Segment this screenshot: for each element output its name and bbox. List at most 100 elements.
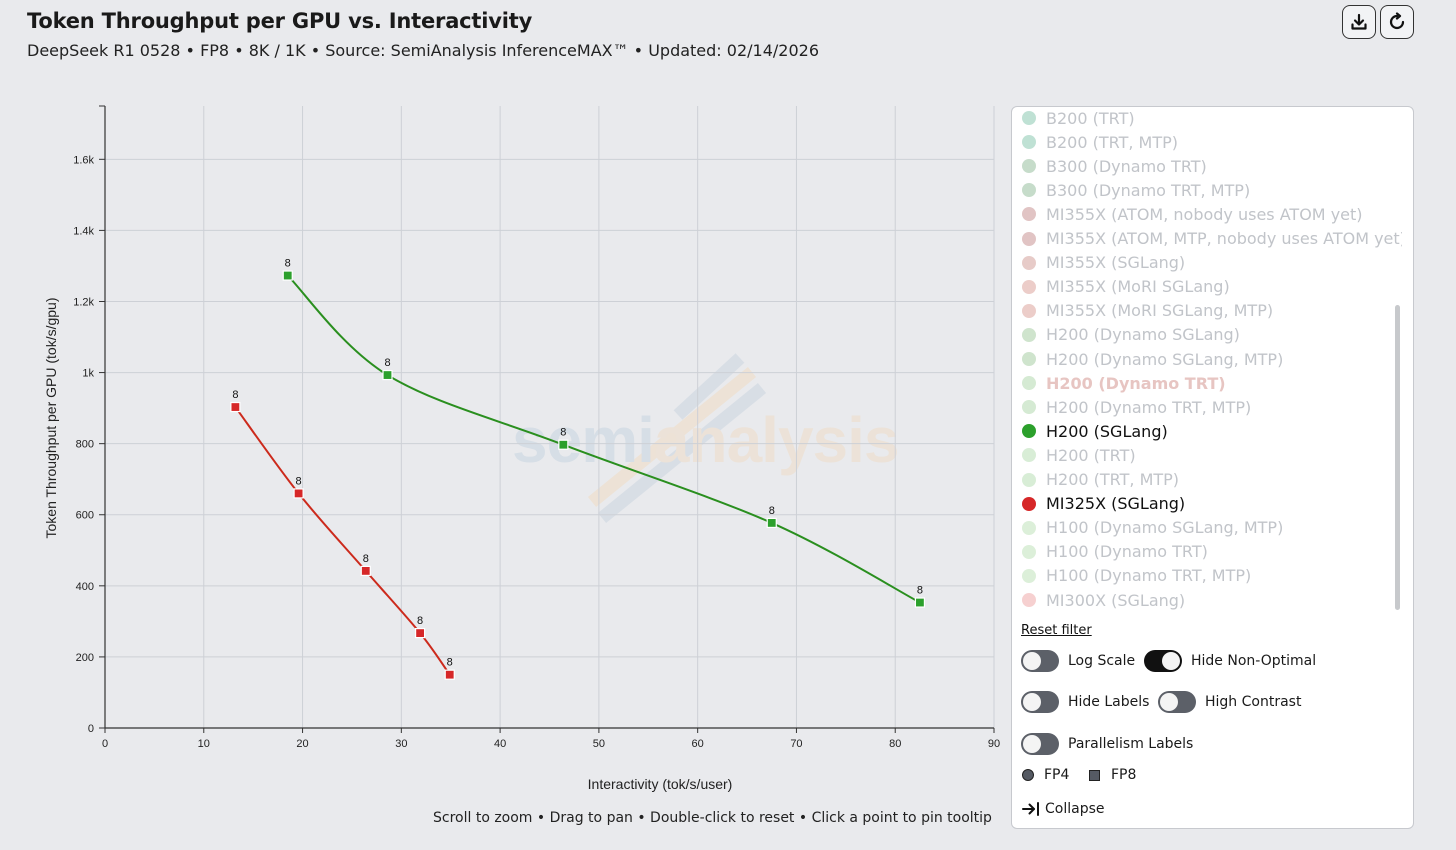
interaction-hint: Scroll to zoom • Drag to pan • Double-cl… [433,810,992,826]
legend-item[interactable]: H200 (TRT, MTP) [1022,468,1179,492]
legend-item[interactable]: MI355X (ATOM, MTP, nobody uses ATOM yet) [1022,227,1402,251]
legend-color-dot [1022,279,1036,294]
y-axis-label: Token Throughput per GPU (tok/s/gpu) [43,298,59,539]
series-h200-sglang: 8 8 8 8 8 [282,258,926,608]
parallelism-labels-switch[interactable] [1021,733,1059,755]
legend-label: H200 (SGLang) [1046,421,1168,441]
data-label: 8 [447,657,453,669]
parallelism-labels-label: Parallelism Labels [1068,736,1194,752]
legend-item[interactable]: B200 (TRT, MTP) [1022,130,1178,154]
data-point[interactable] [282,270,293,281]
legend-item[interactable]: H200 (Dynamo SGLang, MTP) [1022,347,1283,371]
hide-labels-switch[interactable] [1021,691,1059,713]
x-tick-label: 70 [790,738,802,750]
legend-list[interactable]: B200 (TRT) B200 (TRT, MTP) B300 (Dynamo TR… [1012,107,1402,611]
data-point[interactable] [914,597,926,608]
fp8-label: FP8 [1111,767,1137,783]
high-contrast-toggle[interactable]: High Contrast [1158,691,1301,713]
parallelism-labels-toggle[interactable]: Parallelism Labels [1021,733,1193,755]
legend-item[interactable]: H200 (TRT) [1022,443,1136,467]
x-tick-label: 0 [102,738,108,750]
legend-label: MI355X (ATOM, nobody uses ATOM yet) [1046,204,1363,224]
hide-labels-label: Hide Labels [1068,694,1150,710]
legend-item[interactable]: H100 (Dynamo TRT, MTP) [1022,564,1251,588]
legend-scrollbar[interactable] [1395,305,1400,610]
data-point[interactable] [558,439,569,450]
legend-label: H200 (Dynamo TRT) [1046,373,1226,393]
reset-filter-link[interactable]: Reset filter [1021,623,1092,638]
y-tick-label: 800 [76,439,94,451]
chart-title: Token Throughput per GPU vs. Interactivi… [27,9,533,33]
log-scale-switch[interactable] [1021,650,1059,672]
legend-item[interactable]: MI300X (SGLang) [1022,588,1185,611]
legend-item[interactable]: B200 (TRT) [1022,107,1135,130]
collapse-button[interactable]: Collapse [1021,800,1105,818]
legend-color-dot [1022,496,1036,511]
legend-item[interactable]: MI355X (MoRI SGLang, MTP) [1022,299,1273,323]
legend-item[interactable]: H200 (Dynamo TRT, MTP) [1022,395,1251,419]
y-tick-label: 0 [88,723,94,735]
y-tick-label: 200 [76,652,94,664]
collapse-label: Collapse [1045,801,1105,817]
throughput-chart[interactable]: semianalysis 0 10 20 30 40 50 60 70 80 90 0 200 400 6… [0,0,1010,850]
legend-label: MI355X (ATOM, MTP, nobody uses ATOM yet) [1046,229,1402,248]
x-tick-label: 20 [296,738,308,750]
legend-item[interactable]: H200 (Dynamo SGLang) [1022,323,1240,347]
legend-label: H100 (Dynamo TRT, MTP) [1046,566,1252,586]
chart-subtitle: DeepSeek R1 0528 • FP8 • 8K / 1K • Sourc… [27,41,819,60]
log-scale-label: Log Scale [1068,653,1136,669]
data-point[interactable] [766,517,777,529]
x-tick-label: 50 [593,738,605,750]
data-point[interactable] [415,628,426,639]
data-point[interactable] [382,369,393,381]
legend-label: B300 (Dynamo TRT, MTP) [1046,180,1251,200]
legend-item[interactable]: H200 (Dynamo TRT) [1022,371,1226,395]
high-contrast-switch[interactable] [1158,691,1196,713]
high-contrast-label: High Contrast [1205,694,1302,710]
legend-color-dot [1022,327,1036,342]
legend-label: H200 (Dynamo SGLang, MTP) [1046,349,1284,369]
legend-item[interactable]: H100 (Dynamo TRT) [1022,540,1208,564]
x-tick-label: 80 [889,738,901,750]
y-tick-label: 1.4k [73,225,94,237]
hide-labels-toggle[interactable]: Hide Labels [1021,691,1149,713]
series-line [234,406,451,676]
download-button[interactable] [1342,5,1376,39]
legend-label: B200 (TRT, MTP) [1046,132,1178,152]
y-tick-label: 1.6k [73,154,94,166]
legend-item[interactable]: B300 (Dynamo TRT) [1022,154,1207,178]
x-tick-label: 90 [988,738,1000,750]
x-axis-label: Interactivity (tok/s/user) [588,776,733,792]
legend-label: MI355X (SGLang) [1046,253,1186,273]
legend-item[interactable]: H200 (SGLang) [1022,419,1168,443]
data-point[interactable] [230,401,241,413]
hide-non-optimal-switch[interactable] [1144,650,1182,672]
legend-item[interactable]: MI355X (SGLang) [1022,251,1185,275]
legend-label: B300 (Dynamo TRT) [1046,156,1207,176]
legend-color-dot [1022,472,1036,487]
circle-marker-icon [1022,769,1034,781]
legend-label: B200 (TRT) [1046,108,1135,128]
legend-color-dot [1022,544,1036,559]
legend-color-dot [1022,183,1036,198]
legend-item[interactable]: MI325X (SGLang) [1022,492,1185,516]
data-point[interactable] [293,488,304,499]
legend-label: MI355X (MoRI SGLang, MTP) [1046,301,1274,321]
legend-item[interactable]: B300 (Dynamo TRT, MTP) [1022,178,1250,202]
log-scale-toggle[interactable]: Log Scale [1021,650,1135,672]
data-point[interactable] [444,669,455,680]
legend-color-dot [1022,135,1036,150]
reset-zoom-button[interactable] [1380,5,1414,39]
hide-non-optimal-label: Hide Non-Optimal [1191,653,1317,669]
legend-item[interactable]: MI355X (MoRI SGLang) [1022,275,1230,299]
legend-item[interactable]: MI355X (ATOM, nobody uses ATOM yet) [1022,202,1363,226]
x-tick-label: 60 [692,738,704,750]
legend-color-dot [1022,424,1036,439]
watermark-logo: semianalysis [512,353,900,524]
series-mi325x-sglang: 8 8 8 8 8 [230,389,455,680]
hide-non-optimal-toggle[interactable]: Hide Non-Optimal [1144,650,1316,672]
data-point[interactable] [360,565,371,577]
legend-label: H100 (Dynamo SGLang, MTP) [1046,518,1284,538]
legend-item[interactable]: H100 (Dynamo SGLang, MTP) [1022,516,1283,540]
data-label: 8 [296,475,302,487]
